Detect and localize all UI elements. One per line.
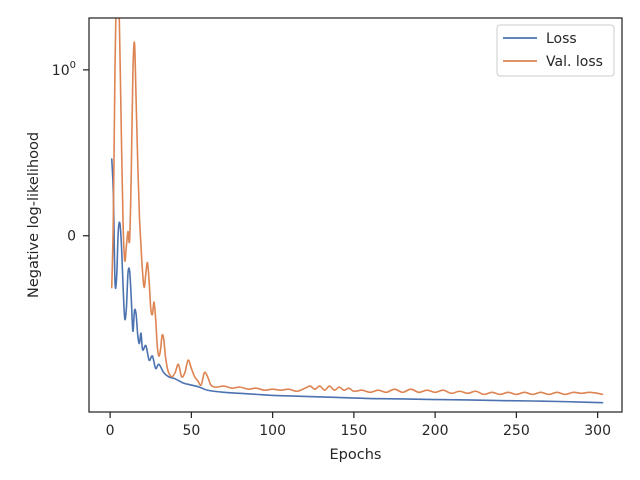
y-tick-label: 0 — [67, 229, 76, 245]
y-tick-label: 100 — [52, 60, 76, 79]
plot-frame — [88, 17, 623, 413]
x-axis-label: Epochs — [330, 447, 382, 463]
legend: Loss Val. loss — [496, 24, 615, 77]
y-axis-label: Negative log-likelihood — [26, 132, 42, 298]
x-tick-label: 200 — [422, 423, 449, 439]
y-axis: 0 100 — [52, 60, 89, 245]
x-axis: 0 50 100 150 200 250 300 — [106, 412, 611, 439]
x-tick-label: 50 — [182, 423, 200, 439]
x-tick-label: 0 — [106, 423, 115, 439]
legend-label-loss: Loss — [546, 31, 577, 47]
plot-lines — [110, 18, 604, 404]
legend-label-val-loss: Val. loss — [546, 54, 603, 70]
x-tick-label: 150 — [341, 423, 368, 439]
x-tick-label: 300 — [584, 423, 611, 439]
x-tick-label: 100 — [259, 423, 286, 439]
x-tick-label: 250 — [503, 423, 530, 439]
series-line-0 — [110, 158, 604, 404]
series-line-1 — [110, 18, 604, 396]
